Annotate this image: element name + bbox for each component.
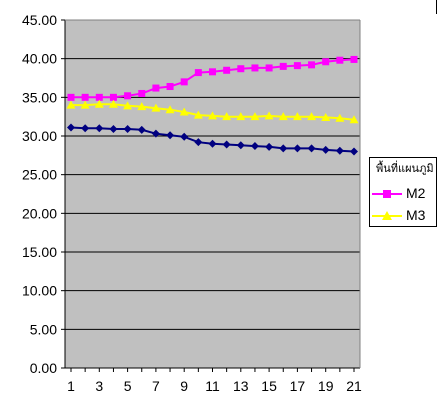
y-tick-label: 30.00 <box>22 128 57 144</box>
data-point <box>81 93 89 101</box>
x-tick-label: 19 <box>318 378 334 394</box>
data-point <box>180 78 188 86</box>
data-point <box>279 62 287 70</box>
data-point <box>95 93 103 101</box>
x-tick-label: 17 <box>290 378 306 394</box>
data-point <box>265 64 273 72</box>
data-point <box>264 111 274 120</box>
data-point <box>350 55 358 63</box>
data-point <box>336 56 344 64</box>
data-point <box>222 140 231 149</box>
data-point <box>166 131 175 140</box>
data-point <box>223 66 231 74</box>
data-point <box>222 112 232 121</box>
legend-title: พื้นที่แผนภูมิ <box>376 162 434 175</box>
data-point <box>179 107 189 116</box>
data-point <box>250 142 259 151</box>
data-point <box>293 144 302 153</box>
data-point <box>151 129 160 138</box>
x-tick-labels: 1 3 5 7 9 11 13 15 17 19 21 <box>67 378 362 394</box>
data-point <box>208 111 217 120</box>
x-tick-label: 21 <box>346 378 362 394</box>
y-tick-labels: 0.00 5.00 10.00 15.00 20.00 25.00 30.00 35.00 40… <box>22 12 57 376</box>
series-group <box>66 55 359 156</box>
data-point <box>66 100 76 109</box>
data-point <box>67 123 75 132</box>
data-point <box>137 125 146 134</box>
data-point <box>194 138 203 147</box>
x-tick-label: 15 <box>261 378 277 394</box>
y-tick-label: 40.00 <box>22 51 57 67</box>
legend-marker-triangle-icon <box>372 211 402 220</box>
data-point <box>152 84 160 92</box>
data-point <box>279 144 288 153</box>
axes <box>61 19 361 372</box>
data-point <box>165 105 175 114</box>
data-point <box>123 101 133 110</box>
x-tick-label: 1 <box>67 378 75 394</box>
data-point <box>251 64 259 72</box>
data-point <box>236 141 245 150</box>
data-point <box>307 112 317 121</box>
data-point <box>193 110 203 119</box>
data-point <box>81 124 90 133</box>
x-tick-label: 5 <box>124 378 132 394</box>
data-point <box>209 68 216 76</box>
x-tick-label: 11 <box>205 378 220 394</box>
data-point <box>123 125 132 134</box>
y-tick-label: 45.00 <box>22 12 57 28</box>
y-tick-label: 0.00 <box>30 360 57 376</box>
data-point <box>94 99 104 108</box>
data-point <box>137 102 147 111</box>
data-point <box>322 58 330 66</box>
data-point <box>335 113 345 122</box>
data-point <box>308 61 316 69</box>
data-point <box>349 115 359 124</box>
data-point <box>265 142 274 151</box>
y-tick-label: 5.00 <box>30 321 57 337</box>
legend-item-m3: M3 <box>372 207 436 225</box>
x-tick-label: 3 <box>95 378 103 394</box>
data-point <box>180 132 189 141</box>
data-point <box>208 139 217 148</box>
data-point <box>278 112 288 121</box>
x-tick-label: 7 <box>152 378 160 394</box>
data-point <box>292 112 302 121</box>
data-point <box>335 146 344 155</box>
window-edge-line <box>436 0 437 14</box>
y-tick-label: 15.00 <box>22 244 57 260</box>
x-tick-label: 13 <box>233 378 249 394</box>
x-tick-label: 9 <box>180 378 188 394</box>
data-point <box>151 103 161 112</box>
data-point <box>124 92 132 100</box>
data-point <box>307 144 316 153</box>
data-point <box>80 100 90 109</box>
legend-item-m2: M2 <box>372 185 436 203</box>
y-tick-label: 25.00 <box>22 167 57 183</box>
data-point <box>67 93 75 101</box>
data-point <box>236 112 246 121</box>
data-point <box>109 125 118 134</box>
y-tick-label: 35.00 <box>22 89 57 105</box>
data-point <box>237 65 245 73</box>
data-point <box>194 69 202 77</box>
data-point <box>108 99 118 108</box>
data-point <box>321 112 331 121</box>
legend-label-m2: M2 <box>406 185 426 201</box>
legend-marker-square-icon <box>372 190 402 198</box>
data-point <box>109 93 117 101</box>
data-point <box>138 89 146 97</box>
data-point <box>350 147 358 156</box>
data-point <box>321 145 330 154</box>
data-point <box>250 112 260 121</box>
data-point <box>95 124 104 133</box>
data-point <box>166 83 174 91</box>
y-tick-label: 10.00 <box>22 283 57 299</box>
y-tick-label: 20.00 <box>22 205 57 221</box>
plot-area <box>65 20 360 368</box>
legend-label-m3: M3 <box>406 207 426 223</box>
data-point <box>293 62 301 70</box>
